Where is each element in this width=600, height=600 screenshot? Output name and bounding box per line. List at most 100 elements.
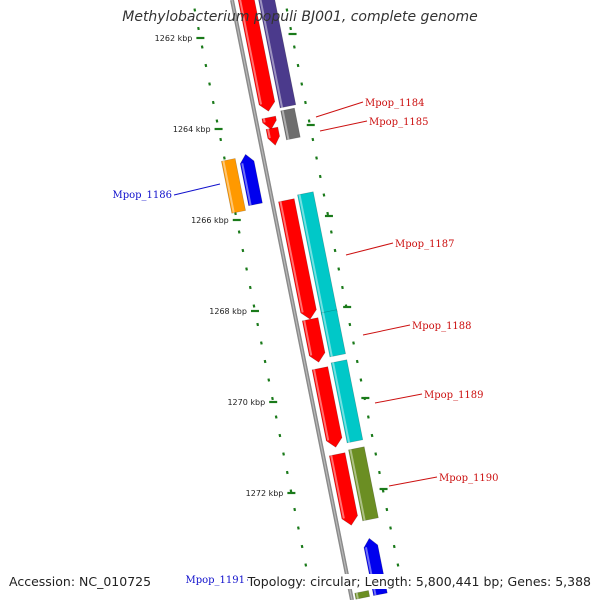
gene-leader-line (388, 476, 438, 487)
cds-feature-highlight (313, 369, 330, 441)
gene-label: Mpop_1190 (439, 473, 499, 484)
scale-track-dot (297, 526, 300, 530)
scale-track-dot (300, 544, 304, 549)
accession-text: Accession: NC_010725 (9, 574, 152, 589)
scale-track-dot (215, 119, 219, 123)
scale-track-dot (385, 507, 389, 512)
reverse-cog-feature (221, 158, 246, 214)
scale-track-dot (285, 470, 289, 475)
cog-feature-highlight (332, 362, 351, 443)
scale-track-dot (219, 137, 223, 142)
scale-track-dot (352, 341, 355, 345)
scale-track-dot (245, 267, 248, 271)
reverse-cds-feature (239, 153, 263, 207)
scale-track-dot (204, 63, 208, 68)
scale-track-dot (326, 211, 330, 216)
gene-leader-line (374, 393, 423, 404)
scale-tick-label: 1264 kbp (173, 125, 211, 134)
cog-feature-highlight (281, 110, 290, 140)
cds-feature (261, 115, 277, 130)
scale-track-dot (304, 100, 307, 105)
scale-track-dot (200, 45, 204, 49)
scale-track-dot (237, 230, 241, 234)
scale-tick-label: 1268 kbp (209, 307, 247, 316)
scale-track-dot (304, 563, 308, 567)
gene-label: Mpop_1189 (424, 390, 484, 401)
backbone-highlight (231, 0, 353, 600)
cog-feature (320, 309, 346, 358)
scale-track-dot (267, 378, 271, 382)
gene-leader-line (315, 101, 364, 118)
cog-feature (258, 0, 297, 109)
cds-feature (311, 366, 343, 448)
scale-track-dot (370, 433, 374, 438)
gene-leader-line (319, 120, 368, 132)
cds-feature-highlight (262, 118, 266, 123)
genome-summary-text: Topology: circular; Length: 5,800,441 bp… (247, 574, 591, 589)
scale-track-dot (311, 137, 315, 142)
scale-track-dot (322, 193, 326, 197)
cds-feature (328, 452, 358, 526)
reverse-cog-feature-highlight (222, 160, 235, 214)
scale-track-dot (296, 63, 300, 68)
scale-track-dot (274, 415, 278, 419)
cog-feature (354, 590, 371, 600)
scale-track-dot (211, 100, 215, 105)
scale-track-dot (378, 470, 381, 475)
cog-feature (280, 107, 301, 141)
scale-track-dot (389, 526, 392, 530)
scale-track-dot (329, 230, 333, 234)
cog-feature-highlight (322, 312, 333, 357)
scale-track-dot (341, 285, 344, 290)
cds-feature (301, 317, 326, 363)
scale-track-dot (282, 452, 285, 456)
cds-feature (278, 198, 317, 320)
cog-feature-highlight (259, 0, 284, 108)
scale-track-dot (248, 285, 252, 290)
gene-label: Mpop_1184 (365, 98, 425, 109)
scale-track-dot (285, 8, 289, 12)
scale-track-dot (260, 341, 263, 345)
cog-feature (348, 446, 379, 522)
gene-label: Mpop_1187 (395, 239, 455, 250)
scale-tick-label: 1262 kbp (155, 34, 193, 43)
scale-track-dot (366, 415, 370, 419)
scale-track-dot (256, 322, 260, 327)
scale-track-dot (392, 544, 396, 549)
cds-feature (237, 0, 276, 112)
scale-track-dot (300, 82, 304, 86)
scale-track-dot (307, 119, 311, 123)
scale-track-dot (208, 82, 211, 86)
cds-feature (265, 126, 280, 146)
scale-track-dot (223, 156, 226, 160)
gene-leader-line (362, 324, 411, 336)
scale-track-dot (396, 563, 400, 567)
scale-track-dot (315, 156, 318, 160)
cds-feature-highlight (279, 201, 304, 313)
scale-track-dot (292, 45, 296, 49)
scale-track-dot (359, 378, 363, 382)
gene-label: Mpop_1186 (112, 190, 172, 201)
scale-track-dot (252, 304, 256, 308)
cog-feature (330, 359, 364, 444)
cds-feature-highlight (239, 0, 263, 105)
cog-feature-highlight (349, 449, 366, 521)
scale-track-dot (293, 507, 297, 512)
gene-label: Mpop_1185 (369, 117, 429, 128)
scale-track-dot (355, 359, 359, 364)
scale-tick-label: 1266 kbp (191, 216, 229, 225)
cds-feature-highlight (330, 455, 345, 519)
scale-track-dot (374, 452, 378, 456)
gene-label: Mpop_1188 (412, 321, 472, 332)
scale-track-dot (333, 248, 337, 253)
scale-track-dot (289, 26, 293, 31)
scale-tick-label: 1272 kbp (246, 489, 284, 498)
cds-feature-highlight (303, 320, 313, 356)
gene-leader-line (345, 242, 394, 256)
scale-track-dot (263, 359, 267, 364)
gene-leader-line (173, 183, 221, 196)
page-title: Methylobacterium populi BJ001, complete … (122, 9, 478, 25)
scale-track-dot (337, 267, 341, 271)
